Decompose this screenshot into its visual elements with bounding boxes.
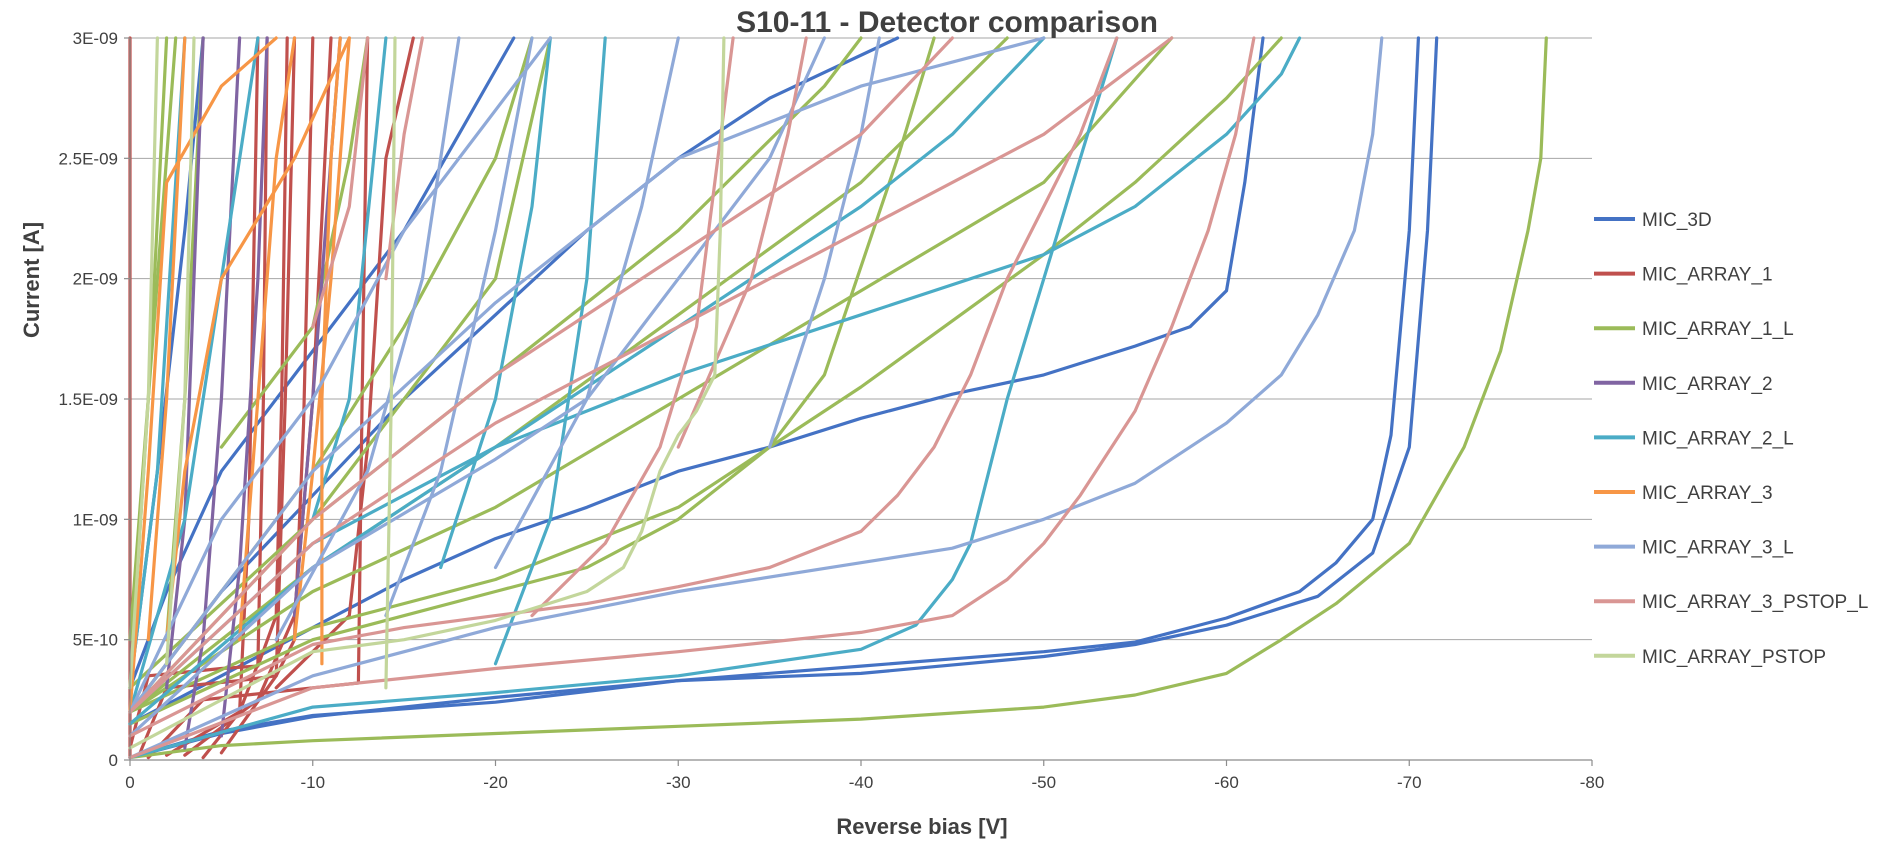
legend-label: MIC_ARRAY_3: [1642, 483, 1773, 504]
y-tick-label: 1E-09: [73, 510, 118, 529]
x-tick-label: -40: [849, 773, 874, 792]
legend: MIC_3D MIC_ARRAY_1 MIC_ARRAY_1_L MIC_ARRAY_…: [1594, 210, 1868, 668]
series-line: [384, 36, 534, 618]
x-axis-label: Reverse bias [V]: [836, 814, 1007, 839]
series-mic-array-pstop: [128, 36, 726, 750]
legend-label: MIC_ARRAY_2_L: [1642, 428, 1794, 449]
series-line: [530, 36, 735, 618]
x-axis-ticks: 0 -10 -20 -30 -40 -50 -60 -70 -80: [125, 760, 1604, 792]
series-line: [128, 36, 726, 750]
y-tick-label: 5E-10: [73, 631, 118, 650]
y-axis-label: Current [A]: [19, 222, 44, 338]
series-line: [219, 36, 370, 449]
y-tick-label: 3E-09: [73, 29, 118, 48]
y-tick-label: 1.5E-09: [58, 390, 118, 409]
series-line: [128, 36, 1265, 726]
legend-label: MIC_ARRAY_1_L: [1642, 319, 1794, 340]
legend-label: MIC_ARRAY_3_PSTOP_L: [1642, 592, 1868, 613]
series-line: [274, 36, 461, 642]
x-tick-label: -70: [1397, 773, 1422, 792]
series-line: [128, 36, 187, 690]
legend-label: MIC_ARRAY_PSTOP: [1642, 647, 1826, 668]
x-tick-label: -10: [300, 773, 325, 792]
series-line: [128, 36, 260, 714]
series-line: [128, 36, 552, 714]
y-tick-label: 2E-09: [73, 270, 118, 289]
y-axis-ticks: 0 5E-10 1E-09 1.5E-09 2E-09 2.5E-09 3E-09: [58, 29, 130, 770]
series-line: [165, 36, 351, 642]
series-line: [146, 36, 187, 642]
series-line: [128, 36, 900, 714]
x-tick-label: -60: [1214, 773, 1239, 792]
x-tick-label: -50: [1031, 773, 1056, 792]
series-line: [128, 36, 936, 726]
x-tick-label: -30: [666, 773, 691, 792]
series-line: [311, 36, 388, 521]
y-tick-label: 2.5E-09: [58, 149, 118, 168]
x-tick-label: -80: [1580, 773, 1605, 792]
series-line: [165, 36, 196, 666]
series-mic-array-3-l: [128, 36, 1384, 760]
series-line: [219, 36, 297, 755]
series-line: [128, 36, 863, 690]
series-line: [493, 36, 680, 570]
series-line: [128, 36, 1046, 714]
series-line: [128, 36, 159, 690]
series-mic-array-2-l: [128, 36, 1302, 760]
series-line: [128, 36, 1119, 760]
series-line: [128, 36, 1119, 738]
series-line: [439, 36, 552, 570]
chart-title: S10-11 - Detector comparison: [736, 6, 1158, 39]
series-line: [128, 36, 278, 714]
legend-label: MIC_ARRAY_2: [1642, 374, 1773, 395]
series-line: [128, 36, 1439, 760]
series-line: [238, 36, 297, 642]
series-line: [128, 36, 1283, 714]
series-line: [128, 36, 516, 690]
series-line: [128, 36, 1548, 760]
y-tick-label: 0: [109, 751, 118, 770]
series-line: [128, 36, 1174, 714]
series-line: [128, 36, 1302, 714]
series-line: [493, 36, 607, 666]
series-line: [128, 36, 954, 714]
series-line: [128, 36, 1256, 760]
legend-label: MIC_ARRAY_1: [1642, 265, 1773, 286]
legend-label: MIC_3D: [1642, 210, 1712, 231]
legend-label: MIC_ARRAY_3_L: [1642, 538, 1794, 559]
series-line: [311, 36, 370, 329]
series-line: [384, 36, 397, 690]
series-line: [768, 36, 881, 449]
series-line: [219, 36, 269, 738]
x-tick-label: -20: [483, 773, 508, 792]
plot-area: [128, 36, 1548, 760]
series-line: [128, 36, 1174, 714]
series-line: [128, 36, 1384, 760]
x-tick-label: 0: [125, 773, 134, 792]
